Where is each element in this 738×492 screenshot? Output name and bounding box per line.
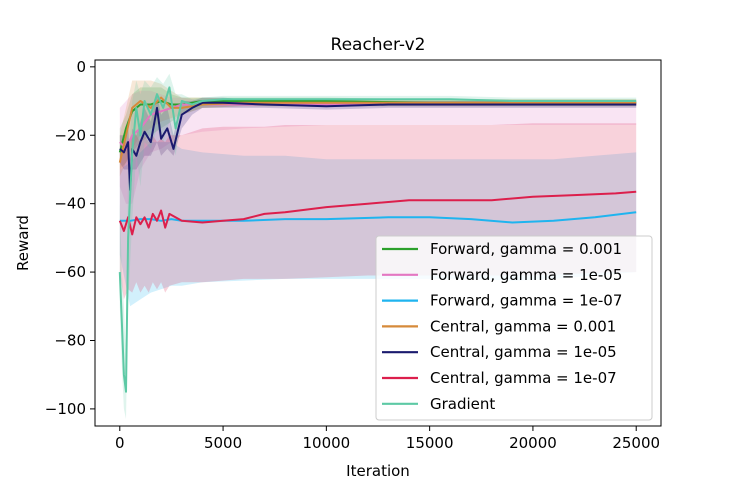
- legend-box: [375, 235, 653, 421]
- x-axis-label: Iteration: [346, 462, 410, 480]
- y-tick-label: −80: [54, 331, 86, 349]
- y-axis-ticks: 0 −20 −40 −60 −80 −100: [45, 58, 95, 418]
- x-tick-label: 10000: [302, 434, 350, 452]
- x-tick-label: 20000: [509, 434, 557, 452]
- y-tick-label: 0: [76, 58, 86, 76]
- x-axis-ticks: 0 5000 10000 15000 20000 25000: [115, 426, 660, 452]
- line-series-3: [118, 96, 637, 163]
- legend-label: Forward, gamma = 0.001: [430, 240, 622, 258]
- legend-label: Central, gamma = 1e-07: [430, 369, 617, 387]
- series-lines: [118, 86, 637, 393]
- legend-label: Forward, gamma = 1e-07: [430, 292, 622, 310]
- line-series-5: [118, 190, 637, 236]
- x-tick-label: 0: [115, 434, 125, 452]
- x-tick-label: 15000: [406, 434, 454, 452]
- x-tick-label: 25000: [612, 434, 660, 452]
- y-tick-label: −20: [54, 126, 86, 144]
- y-tick-label: −60: [54, 263, 86, 281]
- band-series-1: [119, 90, 637, 204]
- line-series-6: [118, 86, 637, 393]
- legend-label: Central, gamma = 0.001: [430, 317, 616, 335]
- legend: Forward, gamma = 0.001 Forward, gamma = 1…: [375, 235, 653, 421]
- legend-label: Central, gamma = 1e-05: [430, 343, 617, 361]
- legend-label: Gradient: [430, 395, 495, 413]
- chart-title: Reacher-v2: [331, 35, 426, 55]
- legend-label: Forward, gamma = 1e-05: [430, 266, 622, 284]
- plot-frame: [94, 59, 662, 427]
- y-tick-label: −40: [54, 195, 86, 213]
- x-tick-label: 5000: [204, 434, 242, 452]
- line-series-2: [119, 211, 637, 224]
- y-tick-label: −100: [45, 400, 86, 418]
- y-axis-label: Reward: [14, 215, 32, 271]
